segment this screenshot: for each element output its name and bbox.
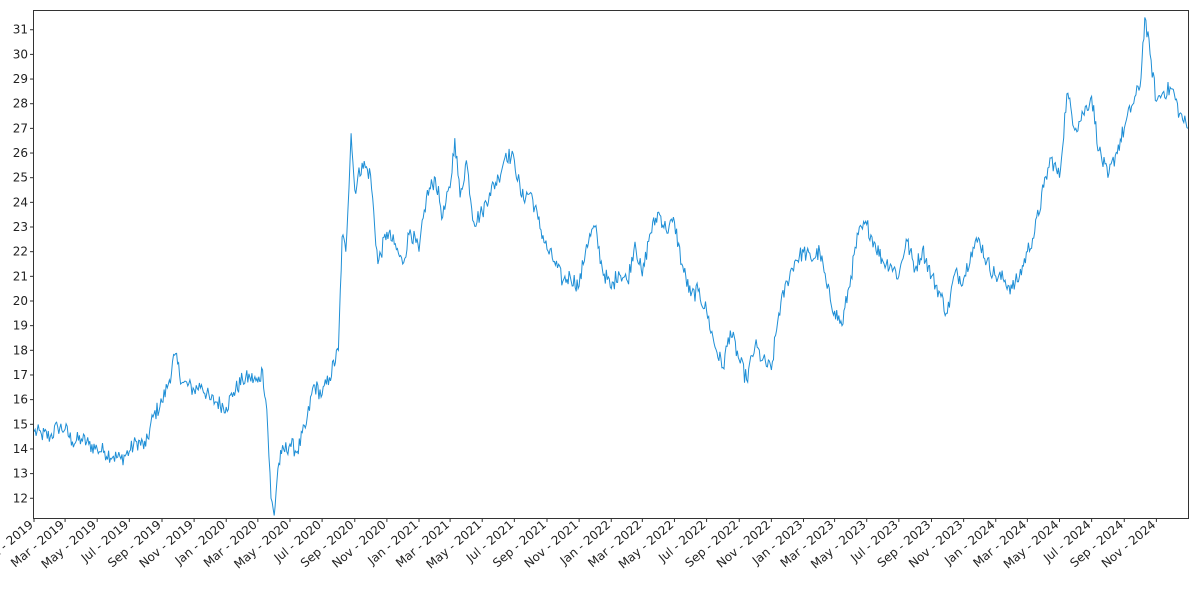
y-tick-label: 27 <box>13 121 28 135</box>
y-tick-label: 31 <box>13 23 28 37</box>
y-tick-label: 28 <box>13 97 28 111</box>
y-tick-label: 22 <box>13 245 28 259</box>
y-axis: 12 13 14 15 16 17 18 19 20 21 22 23 24 25 26 27 28 29 30 31 <box>13 23 34 505</box>
y-tick-label: 14 <box>13 442 28 456</box>
y-tick-label: 25 <box>13 171 28 185</box>
y-tick-label: 16 <box>13 393 28 407</box>
plot-area <box>34 17 1188 516</box>
y-tick-label: 18 <box>13 343 28 357</box>
y-tick-label: 26 <box>13 146 28 160</box>
y-tick-label: 15 <box>13 417 28 431</box>
y-tick-label: 23 <box>13 220 28 234</box>
y-tick-label: 12 <box>13 491 28 505</box>
y-tick-label: 29 <box>13 72 28 86</box>
y-tick-label: 19 <box>13 319 28 333</box>
y-tick-label: 21 <box>13 269 28 283</box>
y-tick-label: 20 <box>13 294 28 308</box>
plot-frame <box>33 10 1189 519</box>
y-tick-label: 24 <box>13 195 28 209</box>
series-line-0 <box>34 17 1188 516</box>
y-tick-label: 17 <box>13 368 28 382</box>
y-tick-label: 30 <box>13 47 28 61</box>
y-tick-label: 13 <box>13 467 28 481</box>
